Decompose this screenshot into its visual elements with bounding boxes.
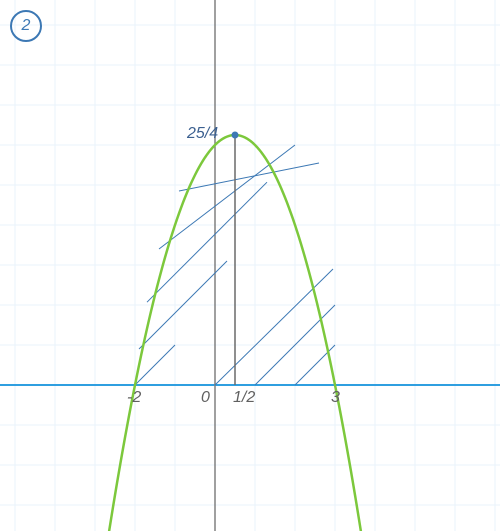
vertex-dot <box>232 132 239 139</box>
chart-canvas: 2 25/4 0 1/2 -2 3 <box>0 0 500 531</box>
origin-label: 0 <box>201 389 210 407</box>
x-tick-neg2-label: -2 <box>127 389 141 407</box>
plot-svg <box>0 0 500 531</box>
figure-number-badge: 2 <box>10 10 42 42</box>
vertex-y-label: 25/4 <box>187 125 218 143</box>
vertex-x-label: 1/2 <box>233 389 255 407</box>
x-tick-3-label: 3 <box>331 389 340 407</box>
figure-number-text: 2 <box>22 17 31 35</box>
